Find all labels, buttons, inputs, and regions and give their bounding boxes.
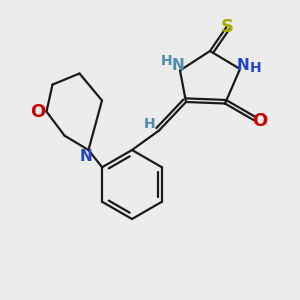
Text: O: O [31,103,46,121]
Text: H: H [250,61,261,75]
Text: S: S [220,18,234,36]
Text: H: H [144,117,156,131]
Text: N: N [171,58,184,73]
Text: O: O [252,112,267,130]
Text: H: H [161,54,172,68]
Text: N: N [237,58,249,74]
Text: N: N [80,149,92,164]
